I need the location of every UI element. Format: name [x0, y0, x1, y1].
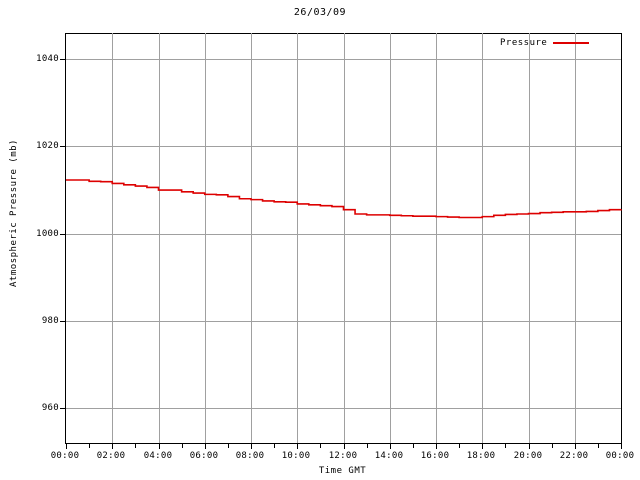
x-tick-minor: [320, 443, 321, 448]
y-axis-title: Atmospheric Pressure (mb): [9, 139, 19, 287]
x-tick-major: [344, 443, 345, 449]
x-tick-minor: [367, 443, 368, 448]
x-tick-label: 06:00: [189, 451, 219, 461]
gridline-vertical: [390, 33, 391, 443]
y-tick-label: 1020: [36, 141, 59, 151]
y-tick-major: [60, 59, 66, 60]
x-tick-major: [390, 443, 391, 449]
gridline-vertical: [436, 33, 437, 443]
legend-label-pressure: Pressure: [500, 38, 548, 48]
gridline-horizontal: [66, 234, 621, 235]
series-layer: [66, 179, 622, 219]
x-tick-label: 04:00: [143, 451, 173, 461]
x-tick-major: [297, 443, 298, 449]
x-tick-minor: [274, 443, 275, 448]
x-tick-major: [482, 443, 483, 449]
x-tick-major: [436, 443, 437, 449]
x-tick-minor: [552, 443, 553, 448]
x-tick-label: 20:00: [513, 451, 543, 461]
x-tick-major: [66, 443, 67, 449]
y-tick-major: [60, 321, 66, 322]
series-line-pressure: [66, 179, 622, 219]
x-tick-major: [159, 443, 160, 449]
plot-right-border: [621, 33, 622, 444]
chart-title: 26/03/09: [293, 7, 347, 18]
x-tick-minor: [182, 443, 183, 448]
x-tick-label: 10:00: [281, 451, 311, 461]
x-tick-label: 22:00: [559, 451, 589, 461]
y-tick-major: [60, 234, 66, 235]
x-tick-major: [621, 443, 622, 449]
y-tick-major: [60, 146, 66, 147]
x-tick-label: 00:00: [605, 451, 635, 461]
x-tick-label: 18:00: [466, 451, 496, 461]
gridline-horizontal: [66, 321, 621, 322]
x-tick-minor: [228, 443, 229, 448]
gridline-horizontal: [66, 59, 621, 60]
y-tick-label: 980: [41, 316, 59, 326]
x-tick-minor: [413, 443, 414, 448]
y-tick-label: 1000: [36, 229, 59, 239]
x-tick-minor: [598, 443, 599, 448]
gridline-vertical: [251, 33, 252, 443]
plot-area: [60, 33, 622, 449]
x-tick-major: [205, 443, 206, 449]
x-tick-label: 14:00: [374, 451, 404, 461]
x-tick-minor: [505, 443, 506, 448]
plot-top-border: [66, 33, 621, 34]
x-tick-label: 02:00: [96, 451, 126, 461]
gridline-vertical: [159, 33, 160, 443]
gridline-vertical: [344, 33, 345, 443]
x-tick-minor: [89, 443, 90, 448]
x-tick-major: [529, 443, 530, 449]
gridline-vertical: [482, 33, 483, 443]
legend: Pressure: [500, 36, 590, 50]
x-tick-label: 08:00: [235, 451, 265, 461]
gridline-horizontal: [66, 146, 621, 147]
gridline-vertical: [112, 33, 113, 443]
y-tick-label: 960: [41, 403, 59, 413]
x-tick-minor: [459, 443, 460, 448]
x-tick-minor: [135, 443, 136, 448]
x-tick-major: [575, 443, 576, 449]
x-tick-major: [112, 443, 113, 449]
y-tick-label: 1040: [36, 54, 59, 64]
x-tick-label: 12:00: [328, 451, 358, 461]
gridline-horizontal: [66, 408, 621, 409]
x-axis-title: Time GMT: [318, 466, 367, 476]
x-tick-label: 00:00: [50, 451, 80, 461]
y-tick-major: [60, 408, 66, 409]
gridline-vertical: [205, 33, 206, 443]
gridline-vertical: [297, 33, 298, 443]
legend-swatch-pressure: [553, 42, 590, 44]
gridline-vertical: [575, 33, 576, 443]
x-tick-major: [251, 443, 252, 449]
x-tick-label: 16:00: [420, 451, 450, 461]
gridline-vertical: [529, 33, 530, 443]
